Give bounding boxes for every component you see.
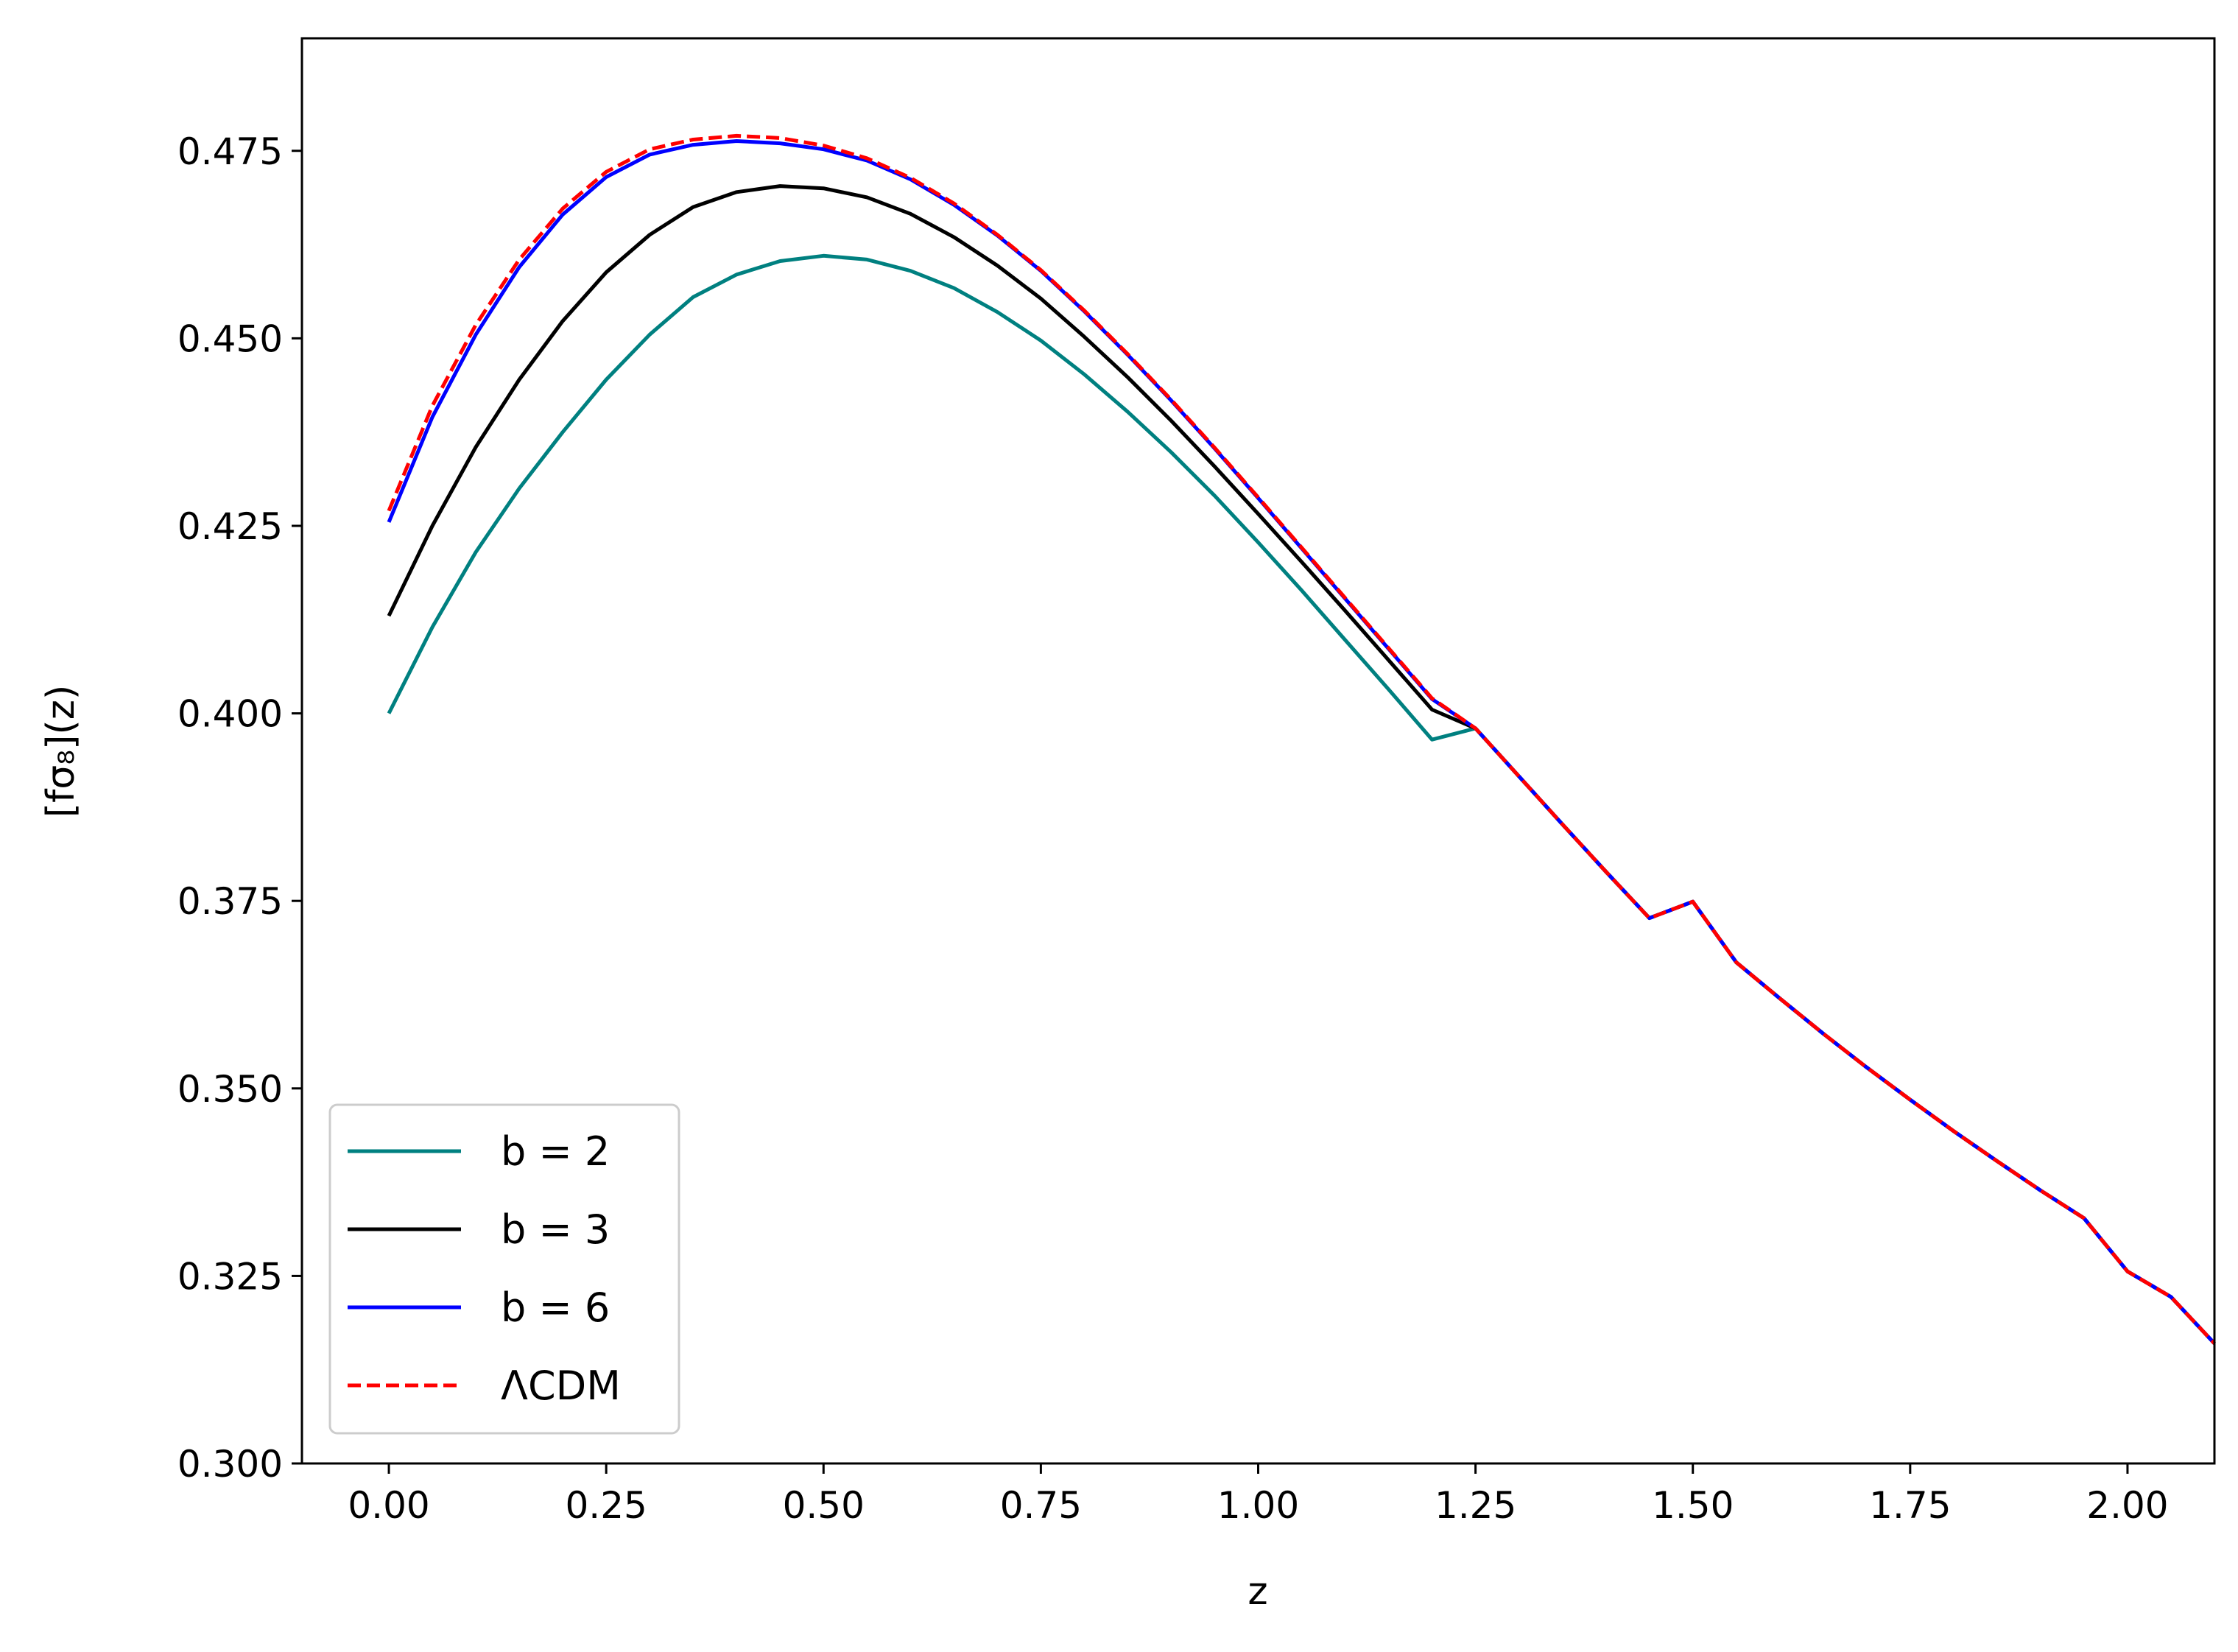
y-tick-label: 0.300 xyxy=(177,1443,283,1486)
x-tick-label: 0.75 xyxy=(1000,1484,1082,1527)
x-axis-label: z xyxy=(1248,1570,1267,1614)
y-tick-label: 0.400 xyxy=(177,693,283,736)
series-layer xyxy=(387,133,2216,1345)
x-tick-label: 1.75 xyxy=(1869,1484,1951,1527)
legend-label-2: b = 3 xyxy=(501,1206,610,1253)
y-tick-label: 0.350 xyxy=(177,1068,283,1111)
x-tick-label: 1.25 xyxy=(1435,1484,1516,1527)
x-tick-label: 1.50 xyxy=(1652,1484,1734,1527)
legend-label-1: b = 2 xyxy=(501,1128,610,1175)
legend-label-4: ΛCDM xyxy=(501,1363,621,1409)
x-tick-label: 0.00 xyxy=(348,1484,429,1527)
y-tick-label: 0.325 xyxy=(177,1255,283,1298)
y-axis-label: [fσ₈](z) xyxy=(39,685,83,818)
x-tick-label: 2.00 xyxy=(2086,1484,2168,1527)
x-tick-label: 1.00 xyxy=(1217,1484,1299,1527)
legend-label-3: b = 6 xyxy=(501,1284,610,1331)
series-line-4 xyxy=(387,133,2216,1345)
y-tick-label: 0.425 xyxy=(177,505,283,548)
y-tick-label: 0.475 xyxy=(177,130,283,173)
y-tick-label: 0.450 xyxy=(177,317,283,360)
y-tick-label: 0.375 xyxy=(177,880,283,923)
x-tick-label: 0.25 xyxy=(565,1484,647,1527)
x-tick-label: 0.50 xyxy=(783,1484,865,1527)
legend: b = 2 b = 3 b = 6 ΛCDM xyxy=(328,1103,680,1435)
legend-frame xyxy=(328,1103,680,1435)
ticks-layer: 0.00 0.25 0.50 0.75 1.00 1.25 1.50 1.75 2.00 0.30… xyxy=(177,130,2169,1527)
